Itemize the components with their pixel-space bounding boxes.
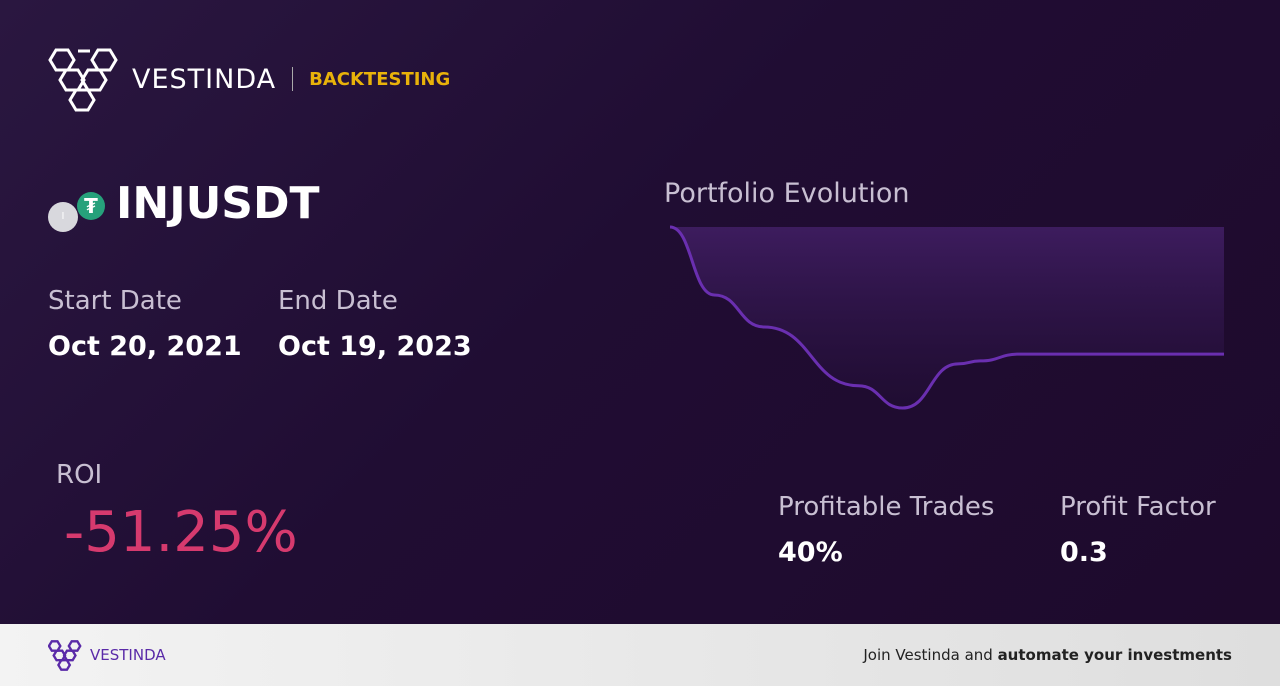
header-logo: VESTINDA BACKTESTING	[48, 46, 450, 112]
footer-cta[interactable]: Join Vestinda and automate your investme…	[863, 646, 1232, 664]
brand-name: VESTINDA	[132, 63, 277, 95]
hexagon-cluster-logo-icon	[48, 640, 82, 671]
start-date-label: Start Date	[48, 286, 182, 316]
profit-factor-value: 0.3	[1060, 537, 1108, 568]
banner: VESTINDA BACKTESTING I ₮ INJUSDT Start D…	[0, 0, 1280, 624]
section-label: BACKTESTING	[309, 68, 451, 90]
footer-brand: VESTINDA	[90, 646, 166, 664]
footer-logo[interactable]: VESTINDA	[48, 639, 166, 671]
inj-coin-icon: I	[48, 202, 78, 232]
roi-value: -51.25%	[64, 500, 298, 565]
chart-area-fill	[670, 227, 1224, 409]
cta-prefix: Join Vestinda and	[863, 646, 998, 664]
tether-icon: ₮	[77, 192, 105, 220]
profitable-trades-value: 40%	[778, 537, 843, 568]
chart-title: Portfolio Evolution	[664, 178, 910, 209]
roi-label: ROI	[56, 460, 103, 490]
pair-symbol: INJUSDT	[116, 178, 320, 229]
profitable-trades-label: Profitable Trades	[778, 492, 995, 522]
portfolio-chart	[669, 225, 1224, 410]
chart-series-line	[669, 225, 1224, 410]
start-date-value: Oct 20, 2021	[48, 331, 242, 362]
trading-pair: I ₮ INJUSDT	[48, 178, 320, 232]
divider	[292, 67, 294, 91]
hexagon-cluster-logo-icon	[48, 48, 118, 112]
cta-bold: automate your investments	[997, 646, 1232, 664]
end-date-label: End Date	[278, 286, 398, 316]
footer: VESTINDA Join Vestinda and automate your…	[0, 624, 1280, 686]
end-date-value: Oct 19, 2023	[278, 331, 472, 362]
profit-factor-label: Profit Factor	[1060, 492, 1216, 522]
